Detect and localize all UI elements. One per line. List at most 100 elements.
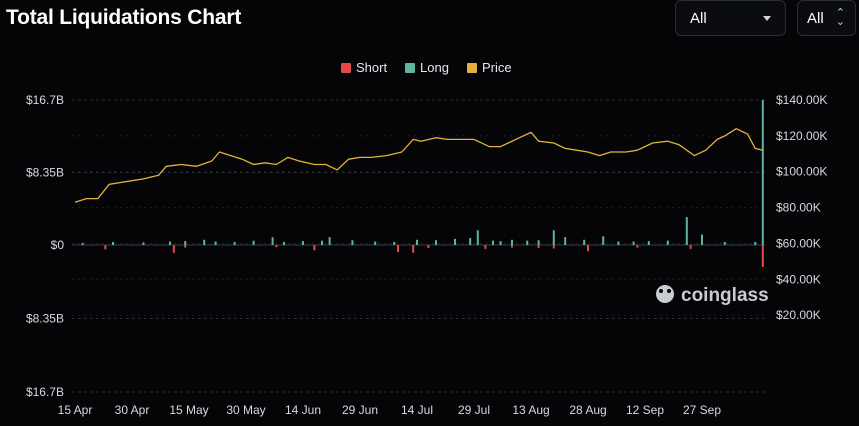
long-bar	[302, 241, 304, 245]
short-bar	[511, 245, 513, 248]
x-axis-tick-label: 14 Jun	[285, 403, 321, 417]
long-bar	[416, 239, 418, 245]
long-bar	[761, 100, 764, 245]
x-axis-tick-label: 14 Jul	[401, 403, 433, 417]
short-bar	[275, 245, 278, 248]
long-bar	[252, 240, 255, 245]
long-bar	[685, 217, 688, 245]
long-bar	[617, 241, 620, 245]
short-bar	[313, 245, 316, 251]
long-bar	[283, 241, 285, 245]
short-bar	[104, 245, 107, 250]
x-axis-tick-label: 15 May	[169, 403, 208, 417]
long-bar	[526, 240, 529, 245]
right-axis-tick-label: $120.00K	[776, 129, 827, 143]
x-axis-tick-label: 29 Jul	[458, 403, 490, 417]
x-axis-tick-label: 13 Aug	[512, 403, 549, 417]
long-bar	[81, 242, 84, 245]
long-bar	[754, 241, 757, 245]
long-bar	[537, 240, 540, 245]
right-axis-tick-label: $40.00K	[776, 272, 821, 286]
legend-swatch-short	[341, 63, 351, 73]
long-bar	[552, 230, 555, 245]
short-bar	[689, 245, 692, 249]
x-axis-tick-label: 29 Jun	[342, 403, 378, 417]
legend-swatch-price	[467, 63, 477, 73]
liquidation-bars	[81, 100, 764, 268]
short-bar	[397, 245, 399, 253]
short-bar	[636, 245, 639, 248]
short-bar	[412, 245, 415, 253]
long-bar	[723, 241, 726, 245]
long-bar	[142, 242, 145, 245]
legend-label-short: Short	[356, 60, 387, 75]
chevron-down-icon	[763, 16, 771, 21]
legend-label-long: Long	[420, 60, 449, 75]
long-bar	[499, 241, 502, 245]
long-bar	[374, 241, 377, 245]
legend-swatch-long	[405, 63, 415, 73]
long-bar	[351, 240, 354, 245]
long-bar	[564, 237, 567, 245]
long-bar	[112, 241, 114, 245]
legend: Short Long Price	[341, 60, 512, 75]
long-bar	[602, 236, 605, 245]
page-title: Total Liquidations Chart	[6, 6, 242, 29]
right-axis-tick-label: $80.00K	[776, 201, 821, 215]
long-bar	[321, 240, 323, 245]
x-axis-tick-label: 30 May	[226, 403, 265, 417]
long-bar	[476, 230, 479, 245]
x-axis-tick-label: 15 Apr	[58, 403, 93, 417]
left-axis-tick-label: $8.35B	[26, 312, 64, 326]
left-axis-tick-label: $8.35B	[26, 166, 64, 180]
coinglass-logo: coinglass	[656, 285, 769, 306]
short-bar	[484, 245, 487, 249]
short-bar	[184, 245, 187, 248]
left-axis-tick-label: $16.7B	[26, 385, 64, 399]
short-bar	[537, 245, 540, 249]
price-line-layer	[74, 128, 763, 203]
short-bar	[427, 245, 430, 249]
long-bar	[647, 241, 650, 245]
long-bar	[271, 237, 274, 245]
right-axis-tick-label: $60.00K	[776, 236, 821, 250]
right-axis-tick-label: $20.00K	[776, 308, 821, 322]
right-axis-tick-label: $100.00K	[776, 165, 827, 179]
logo-mark	[656, 285, 674, 303]
long-bar	[393, 241, 396, 245]
long-bar	[214, 241, 217, 245]
up-down-arrows-icon: ⌃ ⌄	[835, 7, 845, 28]
long-bar	[203, 239, 206, 245]
long-bar	[632, 241, 635, 245]
range-select-value: All	[807, 9, 824, 27]
interval-select[interactable]: All	[675, 0, 786, 36]
long-bar	[184, 241, 187, 245]
short-bar	[172, 245, 175, 253]
long-bar	[454, 238, 456, 245]
x-axis-tick-label: 30 Apr	[115, 403, 150, 417]
long-bar	[469, 238, 472, 245]
left-axis-tick-label: $0	[51, 238, 65, 252]
grid-lines	[72, 99, 765, 393]
long-bar	[233, 241, 236, 245]
interval-select-value: All	[690, 9, 707, 27]
x-axis-tick-label: 27 Sep	[683, 403, 721, 417]
long-bar	[666, 240, 669, 245]
short-bar	[587, 245, 589, 252]
short-bar	[761, 245, 764, 268]
long-bar	[169, 241, 171, 245]
x-axis-tick-label: 12 Sep	[626, 403, 664, 417]
axes: $16.7B $8.35B $0 $8.35B $16.7B $140.00K $120.0…	[26, 93, 827, 417]
long-bar	[328, 237, 331, 245]
long-bar	[435, 240, 437, 245]
x-axis-tick-label: 28 Aug	[569, 403, 606, 417]
left-axis-tick-label: $16.7B	[26, 93, 64, 107]
logo-eye	[659, 289, 663, 293]
price-line	[74, 128, 763, 203]
short-bar	[552, 245, 555, 249]
legend-label-price: Price	[482, 60, 512, 75]
logo-eye	[667, 289, 671, 293]
watermark: coinglass	[656, 285, 769, 306]
range-select[interactable]: All ⌃ ⌄	[797, 0, 856, 36]
